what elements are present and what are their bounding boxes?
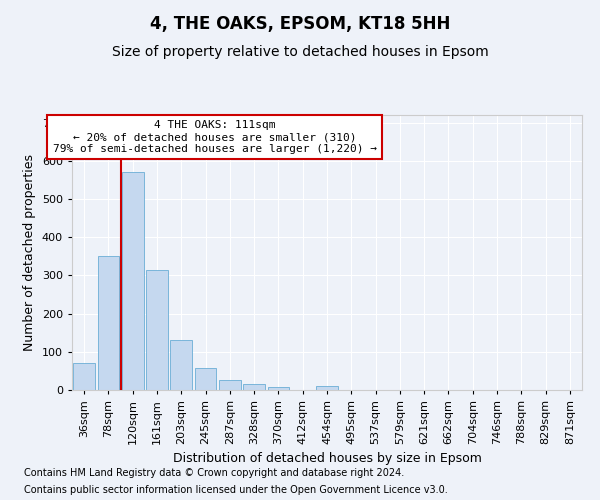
Bar — [243, 384, 265, 390]
Y-axis label: Number of detached properties: Number of detached properties — [23, 154, 36, 351]
Text: 4, THE OAKS, EPSOM, KT18 5HH: 4, THE OAKS, EPSOM, KT18 5HH — [150, 15, 450, 33]
Bar — [146, 270, 168, 390]
Text: Size of property relative to detached houses in Epsom: Size of property relative to detached ho… — [112, 45, 488, 59]
Bar — [73, 364, 95, 390]
Text: 4 THE OAKS: 111sqm
← 20% of detached houses are smaller (310)
79% of semi-detach: 4 THE OAKS: 111sqm ← 20% of detached hou… — [53, 120, 377, 154]
Text: Contains HM Land Registry data © Crown copyright and database right 2024.: Contains HM Land Registry data © Crown c… — [24, 468, 404, 477]
Bar — [170, 340, 192, 390]
Bar — [316, 386, 338, 390]
Bar — [219, 380, 241, 390]
Bar — [97, 256, 119, 390]
Bar — [122, 172, 143, 390]
Bar — [268, 387, 289, 390]
Text: Contains public sector information licensed under the Open Government Licence v3: Contains public sector information licen… — [24, 485, 448, 495]
Bar — [194, 368, 217, 390]
X-axis label: Distribution of detached houses by size in Epsom: Distribution of detached houses by size … — [173, 452, 481, 466]
